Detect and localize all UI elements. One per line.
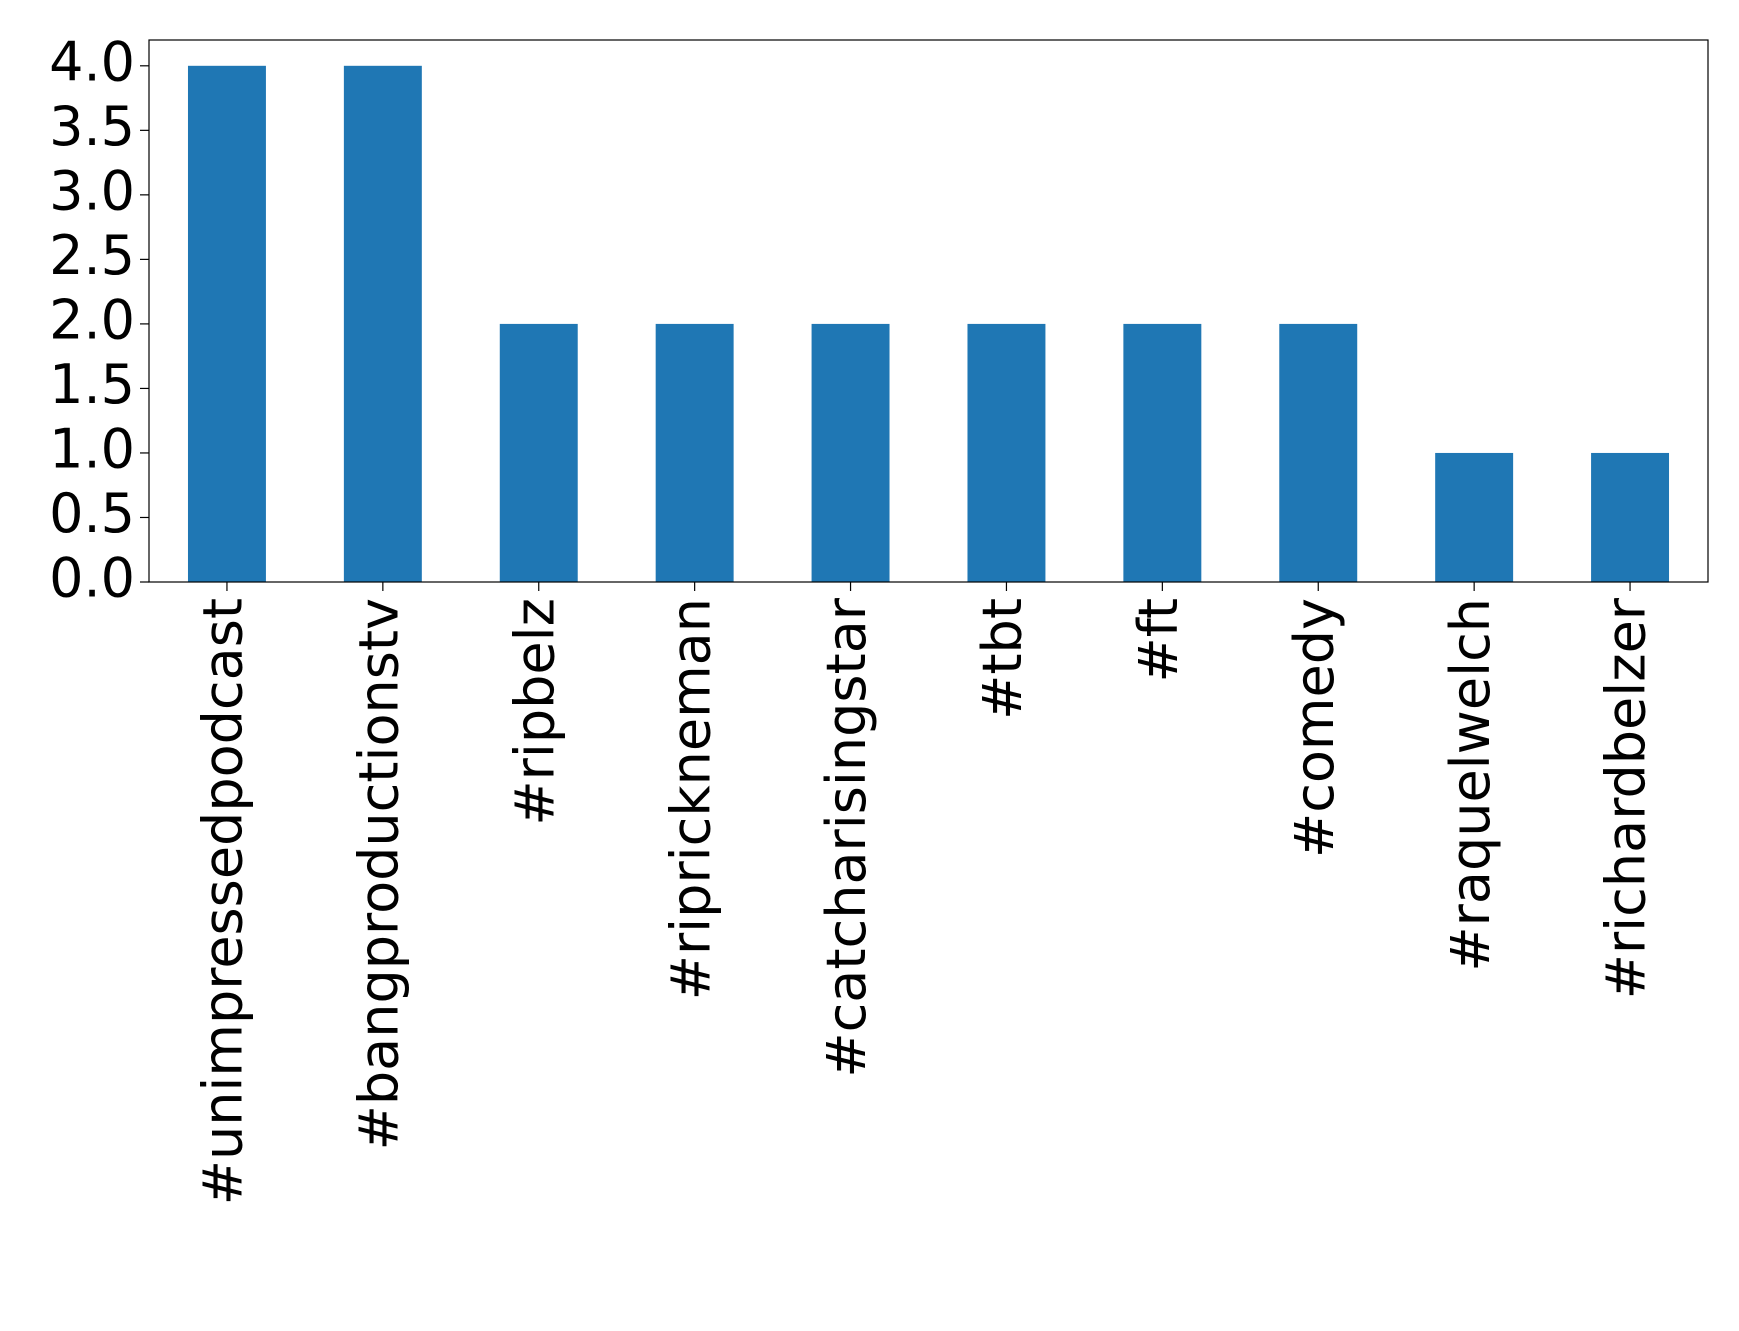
y-tick-label: 0.5	[49, 482, 135, 545]
x-tick-label: #unimpressedpodcast	[192, 598, 255, 1205]
bar	[187, 65, 266, 583]
x-tick-label: #comedy	[1283, 598, 1346, 858]
y-tick-label: 3.0	[49, 159, 135, 222]
x-tick-label: #ft	[1127, 598, 1190, 682]
bar	[343, 65, 422, 583]
x-tick-label: #riprickneman	[659, 598, 722, 1000]
y-tick-label: 1.5	[49, 353, 135, 416]
x-tick-label: #raquelwelch	[1439, 598, 1502, 972]
bar	[1591, 452, 1670, 582]
bar	[1279, 323, 1358, 582]
bar	[1123, 323, 1202, 582]
y-tick-label: 0.0	[49, 547, 135, 610]
x-tick-label: #tbt	[971, 598, 1034, 720]
x-tick-label: #catcharisingstar	[815, 597, 878, 1077]
plot-frame	[148, 39, 1709, 583]
bar	[967, 323, 1046, 582]
y-tick-label: 2.0	[49, 289, 135, 352]
x-tick-label: #richardbelzer	[1595, 597, 1658, 999]
x-tick-label: #ripbelz	[503, 598, 566, 826]
bar	[655, 323, 734, 582]
bar	[811, 323, 890, 582]
y-tick-label: 4.0	[49, 30, 135, 93]
bar	[1435, 452, 1514, 582]
y-tick-label: 1.0	[49, 418, 135, 481]
y-tick-label: 3.5	[49, 95, 135, 158]
x-tick-label: #bangproductionstv	[347, 598, 410, 1150]
bar	[499, 323, 578, 582]
y-tick-label: 2.5	[49, 224, 135, 287]
